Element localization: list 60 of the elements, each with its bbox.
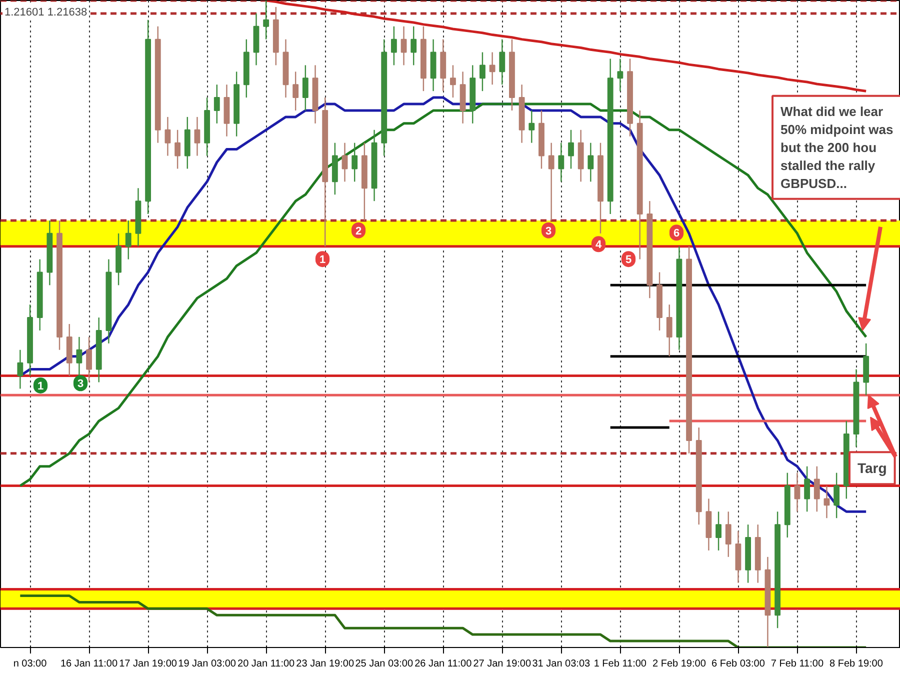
candlestick — [588, 142, 594, 182]
candlestick — [17, 349, 24, 390]
x-tick-label: 2 Feb 19:00 — [652, 658, 706, 670]
candlestick — [125, 220, 132, 260]
candlestick — [292, 71, 299, 112]
x-tick-label: 8 Feb 19:00 — [830, 658, 884, 670]
candlestick — [76, 336, 82, 376]
candlestick — [410, 26, 417, 66]
candlestick — [834, 472, 840, 519]
x-tick-label: 6 Feb 03:00 — [712, 658, 766, 670]
annotation: 1 — [37, 380, 44, 392]
candlestick — [214, 84, 220, 124]
annotation: 2 — [355, 225, 362, 238]
x-tick-label: 7 Feb 11:00 — [770, 658, 824, 670]
annotation: What did we lear 50% midpoint was but the 200 hou stalled the rally GBPUSD... — [780, 104, 894, 191]
candlestick — [725, 511, 732, 558]
annotation: 1 — [319, 254, 326, 266]
x-tick-label: 19 Jan 03:00 — [178, 658, 236, 670]
candlestick — [342, 142, 348, 182]
x-tick-label: 1 Feb 11:00 — [594, 658, 647, 670]
x-tick-label: 25 Jan 03:00 — [355, 658, 414, 670]
candlestick — [548, 142, 554, 222]
x-tick-label: 27 Jan 19:00 — [473, 658, 532, 670]
candlestick — [263, 0, 270, 40]
candlestick — [528, 110, 535, 144]
candlestick — [302, 64, 308, 112]
candlestick — [164, 116, 171, 156]
candlestick — [390, 26, 397, 66]
candlestick — [794, 472, 800, 512]
annotation: 3 — [77, 378, 84, 390]
x-tick-label: 23 Jan 19:00 — [296, 658, 354, 670]
candlestick — [174, 129, 181, 170]
annotation: 5 — [625, 254, 632, 266]
x-tick-label: 20 Jan 11:00 — [238, 658, 296, 670]
candlestick — [480, 52, 486, 92]
x-tick-label: 17 Jan 19:00 — [119, 658, 178, 670]
candlestick — [804, 466, 810, 512]
annotation: 1.21601 1.21638 — [4, 6, 88, 18]
candlestick — [814, 466, 820, 512]
x-tick-label: n 03:00 — [13, 658, 48, 670]
annotation: Targ — [858, 460, 887, 476]
x-tick-label: 26 Jan 11:00 — [414, 658, 472, 670]
x-tick-label: 16 Jan 11:00 — [60, 658, 118, 670]
candlestick — [450, 64, 456, 98]
candlestick — [400, 26, 407, 66]
candlestick — [716, 511, 722, 552]
candlestick — [666, 304, 672, 357]
candlestick — [352, 142, 358, 182]
candlestick — [194, 116, 200, 156]
candlestick — [499, 38, 506, 86]
candlestick — [86, 336, 92, 383]
candlestick — [617, 58, 624, 92]
x-tick-label: 31 Jan 03:03 — [532, 658, 591, 670]
candlestick — [824, 485, 830, 519]
candlestick — [558, 142, 564, 182]
candlestick — [568, 129, 574, 170]
annotation: 6 — [673, 228, 680, 240]
annotation: 3 — [545, 225, 552, 238]
candlestick — [489, 52, 496, 86]
annotation: 4 — [595, 239, 602, 252]
